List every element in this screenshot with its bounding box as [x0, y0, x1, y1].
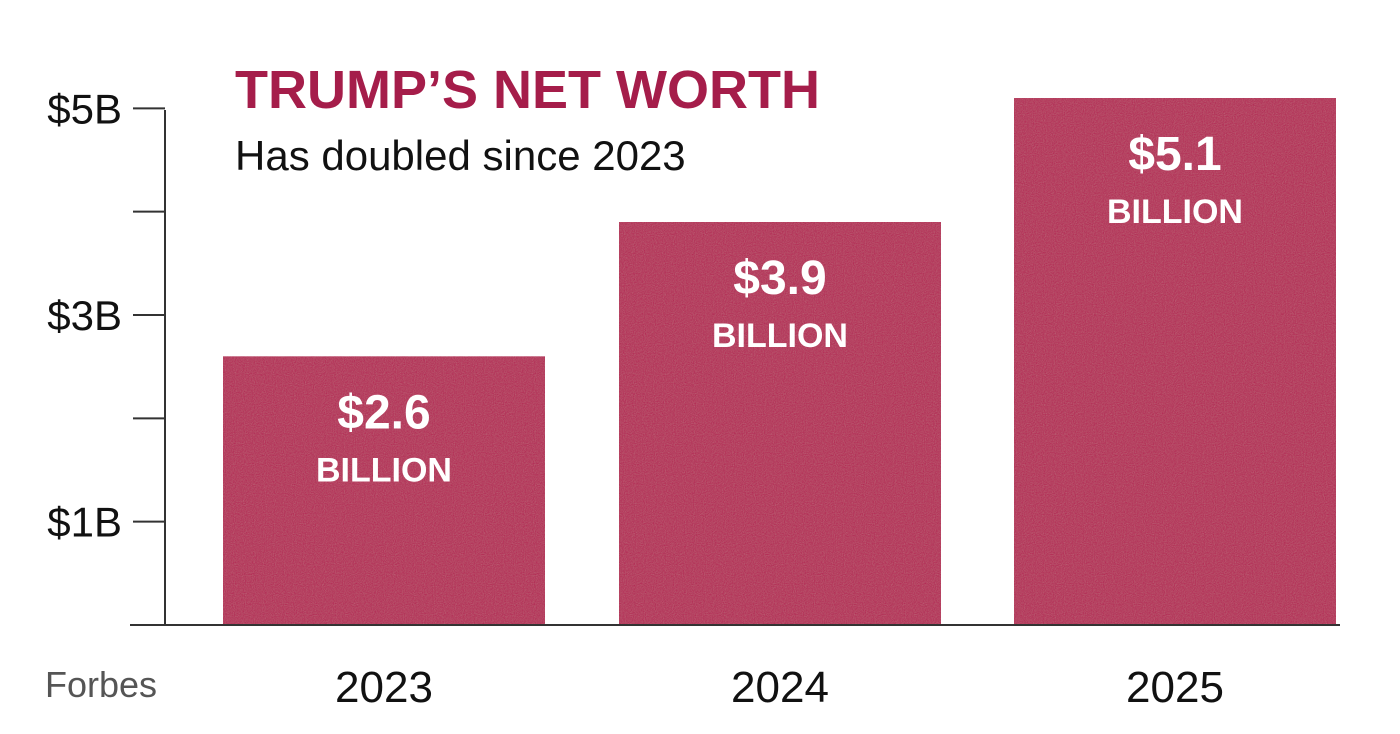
bar-2023 — [223, 356, 545, 625]
bar-labels-group: $2.6 BILLION 2023 $3.9 BILLION 2024 $5.1 BILLIO… — [316, 128, 1243, 712]
y-tick-label: $5B — [47, 85, 122, 132]
source-label: Forbes — [45, 664, 157, 705]
bar-unit-label: BILLION — [1107, 193, 1243, 231]
chart-title: TRUMP’S NET WORTH — [235, 60, 820, 120]
x-tick-label: 2024 — [731, 663, 829, 712]
bars-group — [223, 98, 1336, 625]
x-tick-label: 2023 — [335, 663, 433, 712]
chart-subtitle: Has doubled since 2023 — [235, 132, 686, 179]
bar-2024 — [619, 222, 941, 625]
y-tick-label: $1B — [47, 499, 122, 546]
bar-unit-label: BILLION — [712, 317, 848, 355]
bar-2025 — [1014, 98, 1336, 625]
bar-value-label: $5.1 — [1128, 128, 1221, 181]
bar-value-label: $3.9 — [733, 252, 826, 305]
axis-group: $1B $3B $5B — [47, 85, 1340, 626]
x-tick-label: 2025 — [1126, 663, 1224, 712]
bar-value-label: $2.6 — [337, 386, 430, 439]
bar-unit-label: BILLION — [316, 451, 452, 489]
y-tick-label: $3B — [47, 292, 122, 339]
